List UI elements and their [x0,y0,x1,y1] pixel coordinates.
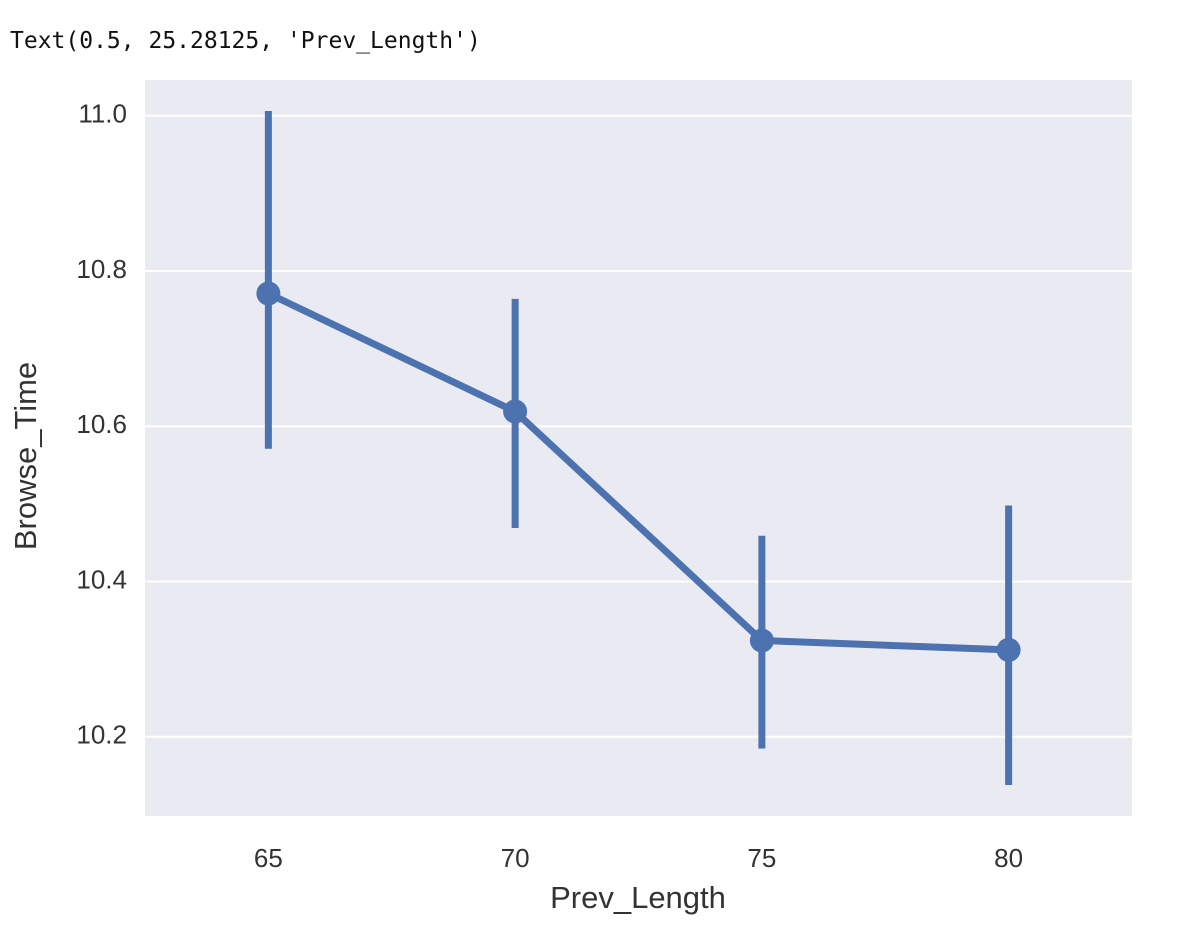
point [503,399,528,424]
y-tick-label: 10.6 [76,409,127,439]
y-tick-label: 10.4 [76,564,127,594]
y-axis-label: Browse_Time [8,362,43,550]
x-axis-label: Prev_Length [550,880,726,915]
y-tick-label: 10.8 [76,254,127,284]
plot-area [145,80,1132,816]
point [749,628,774,653]
output-text: Text(0.5, 25.28125, 'Prev_Length') [10,28,481,54]
point [996,637,1021,662]
x-tick-label: 70 [501,843,530,873]
point [256,281,281,306]
x-tick-label: 75 [747,843,776,873]
y-tick-label: 10.2 [76,720,127,750]
line [266,290,1009,654]
x-tick-label: 80 [994,843,1023,873]
y-tick-label: 11.0 [78,99,127,129]
x-tick-label: 65 [254,843,283,873]
